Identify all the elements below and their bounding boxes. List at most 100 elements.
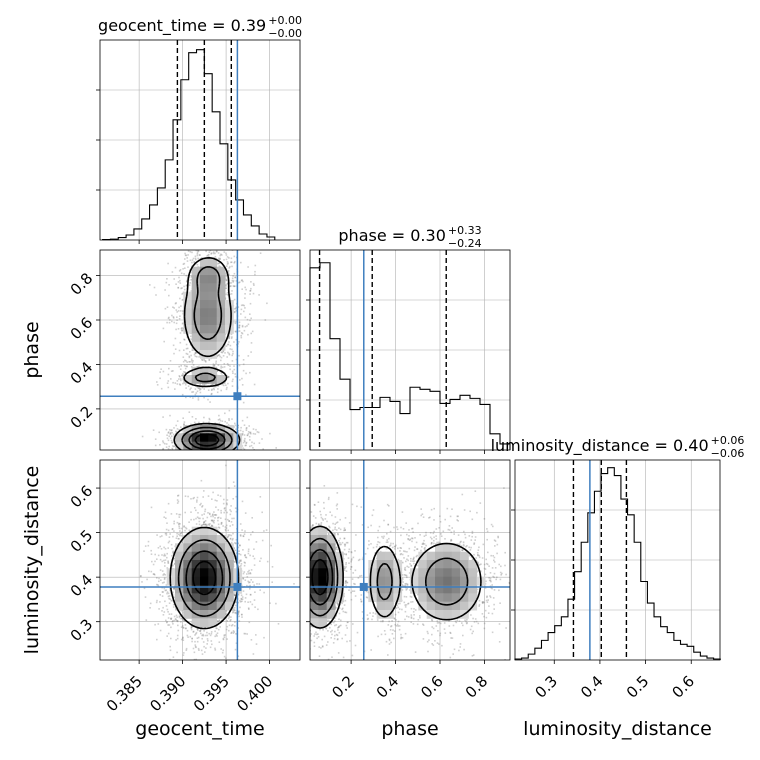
sample-point — [219, 257, 221, 260]
y-tick-label: 0.2 — [67, 403, 97, 433]
sample-point — [180, 379, 182, 382]
sample-point — [149, 602, 152, 605]
sample-point — [238, 281, 241, 283]
x-tick-label: 0.2 — [328, 672, 358, 702]
sample-point — [175, 302, 177, 304]
sample-point — [250, 342, 253, 344]
sample-point — [171, 447, 173, 450]
sample-point — [170, 637, 172, 640]
sample-point — [170, 613, 173, 615]
sample-point — [204, 520, 207, 522]
sample-point — [162, 606, 164, 609]
sample-point — [188, 276, 191, 278]
sample-point — [226, 265, 228, 267]
sample-point — [176, 637, 179, 640]
sample-point — [228, 419, 230, 422]
sample-point — [178, 538, 180, 540]
sample-point — [238, 559, 241, 562]
sample-point — [163, 578, 166, 581]
sample-point — [217, 354, 220, 357]
sample-point — [229, 453, 231, 455]
sample-point — [243, 304, 245, 307]
sample-point — [191, 247, 193, 249]
sample-point — [214, 635, 216, 638]
sample-point — [255, 643, 258, 645]
sample-point — [235, 451, 237, 453]
sample-point — [229, 344, 232, 347]
sample-point — [163, 554, 165, 557]
sample-point — [165, 281, 168, 284]
sample-point — [208, 452, 210, 454]
sample-point — [234, 601, 237, 603]
sample-point — [195, 418, 197, 420]
sample-point — [234, 308, 236, 310]
sample-point — [216, 262, 219, 265]
sample-point — [221, 532, 224, 535]
sample-point — [195, 455, 197, 457]
sample-point — [209, 634, 212, 637]
sample-point — [182, 654, 185, 656]
sample-point — [240, 563, 243, 565]
sample-point — [161, 595, 164, 597]
sample-point — [170, 599, 173, 602]
density-cell — [191, 283, 201, 293]
sample-point — [214, 452, 216, 454]
sample-point — [225, 628, 228, 631]
sample-point — [237, 306, 240, 308]
sample-point — [203, 359, 206, 362]
sample-point — [238, 326, 241, 329]
title-text: phase = 0.30 — [338, 226, 445, 245]
sample-point — [241, 600, 243, 602]
sample-point — [211, 514, 214, 516]
sample-point — [199, 391, 202, 394]
sample-point — [229, 619, 231, 622]
sample-point — [230, 261, 233, 263]
sample-point — [171, 271, 174, 273]
sample-point — [242, 572, 245, 575]
sample-point — [229, 348, 231, 350]
sample-point — [174, 388, 176, 390]
sample-point — [153, 573, 155, 575]
sample-point — [228, 335, 230, 337]
sample-point — [206, 524, 208, 526]
sample-point — [240, 308, 243, 311]
sample-point — [213, 364, 216, 366]
sample-point — [227, 456, 229, 458]
sample-point — [197, 517, 200, 520]
sample-point — [203, 630, 205, 632]
sample-point — [230, 293, 233, 295]
sample-point — [149, 284, 151, 286]
sample-point — [167, 502, 170, 505]
sample-point — [234, 607, 236, 609]
density-cell — [183, 375, 193, 384]
sample-point — [195, 457, 197, 459]
sample-point — [176, 420, 179, 422]
sample-point — [191, 259, 194, 261]
sample-point — [232, 281, 234, 283]
sample-point — [215, 360, 217, 363]
sample-point — [185, 360, 187, 362]
sample-point — [229, 538, 232, 540]
sample-point — [164, 589, 167, 592]
sample-point — [238, 562, 240, 564]
sample-point — [240, 597, 243, 600]
sample-point — [241, 529, 243, 531]
density-cell — [200, 350, 209, 359]
sample-point — [161, 570, 164, 572]
sample-point — [241, 325, 244, 328]
sample-point — [173, 588, 176, 591]
sample-point — [217, 252, 220, 254]
sample-point — [225, 273, 228, 276]
sample-point — [250, 287, 252, 290]
density-cell — [183, 316, 193, 326]
sample-point — [172, 535, 174, 538]
y-tick-label: 0.8 — [67, 269, 97, 299]
sample-point — [217, 354, 219, 357]
density-cell — [216, 375, 226, 384]
sample-point — [244, 556, 247, 558]
sample-point — [221, 457, 223, 459]
sample-point — [233, 485, 236, 487]
density-cell — [200, 366, 209, 376]
sample-point — [184, 371, 186, 374]
sample-point — [210, 450, 212, 452]
